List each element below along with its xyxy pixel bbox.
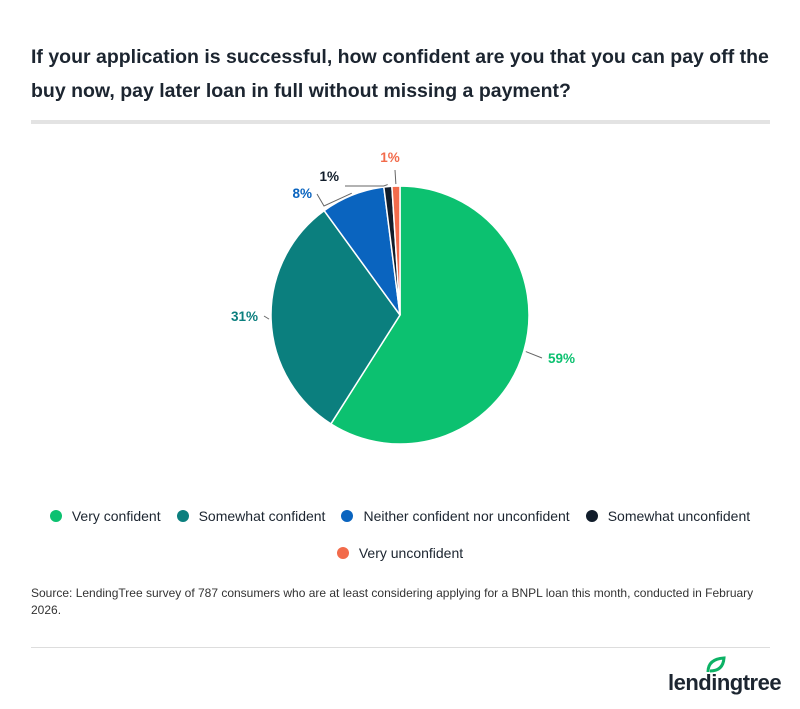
legend: Very confident Somewhat confident Neither … [0,498,800,572]
divider [31,120,770,124]
data-label-2: 8% [292,186,312,201]
leader-line-4 [394,169,397,185]
leader-line-2 [316,192,352,207]
logo-text: lendingtree [668,670,782,695]
legend-label: Somewhat unconfident [607,508,751,524]
leaf-icon [706,656,726,673]
legend-item-1[interactable]: Somewhat confident [176,498,326,534]
legend-item-4[interactable]: Very unconfident [336,535,464,571]
legend-marker [341,510,354,522]
legend-marker [176,510,189,522]
source-note: Source: LendingTree survey of 787 consum… [31,586,754,617]
leader-line-0 [525,351,543,359]
legend-label: Somewhat confident [198,508,326,524]
data-label-0: 59% [548,351,575,366]
legend-item-3[interactable]: Somewhat unconfident [585,498,751,534]
legend-marker [49,510,62,522]
data-label-3: 1% [319,169,339,184]
pie-slice-1 [270,209,401,425]
leader-line-1 [263,315,270,320]
pie-slice-4 [391,185,401,316]
pie-chart: 59% 31% 8% 1% 1% [231,150,575,445]
legend-item-2[interactable]: Neither confident nor unconfident [341,498,570,534]
divider [31,647,770,648]
legend-label: Very unconfident [358,545,464,561]
legend-marker [336,547,349,559]
legend-marker [585,510,598,522]
data-label-4: 1% [380,150,400,165]
leader-line-3 [345,184,388,187]
chart-title: If your application is successful, how c… [31,46,769,102]
legend-item-0[interactable]: Very confident [49,498,161,534]
legend-label: Very confident [71,508,161,524]
pie-slice-0 [329,185,530,445]
data-label-1: 31% [231,309,258,324]
legend-label: Neither confident nor unconfident [363,508,570,524]
